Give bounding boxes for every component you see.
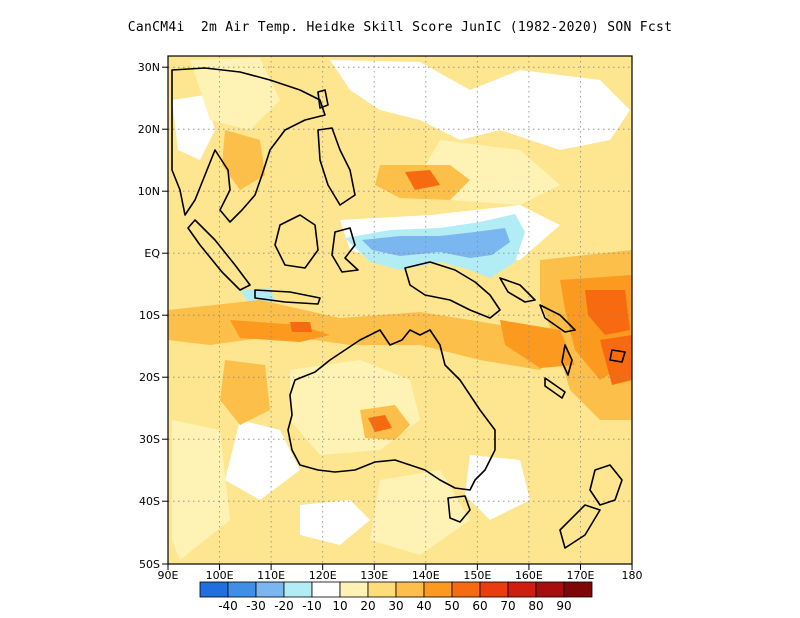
colorbar-label: 60 — [472, 599, 487, 613]
coast-taiwan — [317, 89, 329, 109]
coast-sulawesi — [331, 227, 359, 273]
colorbar-swatch — [507, 581, 537, 598]
colorbar-label: 30 — [388, 599, 403, 613]
colorbar-label: 50 — [444, 599, 459, 613]
colorbar-swatch — [563, 581, 593, 598]
colorbar-swatch — [395, 581, 425, 598]
coast-java — [254, 289, 321, 305]
colorbar-swatch — [311, 581, 341, 598]
coast-new-zealand-north — [589, 464, 623, 506]
coast-philippines — [317, 127, 356, 206]
lat-label: 30N — [138, 61, 160, 74]
red-north — [405, 170, 440, 190]
lat-label: 20N — [138, 123, 160, 136]
dark-orange-band — [230, 320, 330, 342]
red-band — [290, 322, 312, 332]
orange-band-south — [168, 300, 560, 370]
red-east-1 — [585, 290, 630, 335]
lon-label: 130E — [360, 569, 388, 582]
coast-tasmania — [447, 495, 471, 523]
colorbar-swatch — [255, 581, 285, 598]
colorbar-label: -20 — [274, 599, 294, 613]
lon-label: 180 — [622, 569, 643, 582]
blue-patch-west — [240, 288, 275, 305]
coast-vanuatu — [561, 344, 573, 376]
white-patch-se — [465, 455, 530, 520]
plot-frame — [167, 55, 633, 565]
lon-label: 160E — [515, 569, 543, 582]
coast-new-guinea — [404, 261, 501, 319]
pale-patch-5 — [370, 470, 470, 555]
lon-label: 170E — [567, 569, 595, 582]
colorbar-swatch — [283, 581, 313, 598]
colorbar-label: -30 — [246, 599, 266, 613]
dark-orange-se — [500, 320, 575, 368]
lon-label: 100E — [206, 569, 234, 582]
lat-label: 10S — [139, 309, 160, 322]
colorbar-label: 90 — [556, 599, 571, 613]
lon-label: 90E — [158, 569, 179, 582]
white-patch-west — [172, 95, 215, 160]
colorbar-label: 70 — [500, 599, 515, 613]
red-aus-centre — [368, 415, 392, 432]
lat-label: EQ — [144, 247, 160, 260]
colorbar-label: 10 — [332, 599, 347, 613]
lat-label: 20S — [139, 371, 160, 384]
colorbar-swatch — [227, 581, 257, 598]
latitude-axis: 30N 20N 10N EQ 10S 20S 30S 40S 50S — [138, 61, 168, 571]
colorbar-label: 40 — [416, 599, 431, 613]
colorbar-label: -40 — [218, 599, 238, 613]
colorbar-swatch — [199, 581, 229, 598]
white-patch-south — [300, 500, 370, 545]
coast-solomons — [539, 304, 576, 333]
white-patch-aus-sw — [225, 420, 300, 500]
colorbar: -40 -30 -20 -10 10 20 30 40 50 60 70 80 90 — [199, 581, 593, 613]
map-title: CanCM4i 2m Air Temp. Heidke Skill Score … — [127, 20, 673, 35]
longitude-axis: 90E 100E 110E 120E 130E 140E 150E 160E 170E 180 — [158, 564, 643, 582]
colorbar-swatch — [535, 581, 565, 598]
colorbar-swatch — [367, 581, 397, 598]
colorbar-swatch — [451, 581, 481, 598]
lon-label: 120E — [309, 569, 337, 582]
skill-field — [168, 56, 632, 564]
blue-region-light — [362, 228, 510, 258]
colorbar-label: 80 — [528, 599, 543, 613]
orange-west-ocean — [220, 360, 270, 425]
coast-australia — [287, 329, 496, 491]
colorbar-swatch — [479, 581, 509, 598]
lon-label: 140E — [412, 569, 440, 582]
coast-new-zealand-south — [559, 504, 601, 549]
lon-label: 150E — [463, 569, 491, 582]
lat-label: 40S — [139, 495, 160, 508]
coast-new-caledonia — [544, 377, 566, 399]
coast-fiji — [609, 349, 626, 363]
pale-patch-4 — [172, 420, 230, 560]
colorbar-swatch — [423, 581, 453, 598]
colorbar-label: 20 — [360, 599, 375, 613]
lon-label: 110E — [257, 569, 285, 582]
coast-mainland-asia — [171, 67, 326, 223]
coastlines — [171, 67, 626, 549]
coast-sumatra — [187, 219, 251, 291]
coast-borneo — [274, 214, 319, 269]
coast-png-islands — [499, 277, 536, 303]
white-patch-north — [330, 60, 630, 150]
colorbar-label: -10 — [302, 599, 322, 613]
orange-indochina — [222, 130, 265, 190]
colorbar-swatch — [339, 581, 369, 598]
lat-label: 10N — [138, 185, 160, 198]
lat-label: 30S — [139, 433, 160, 446]
red-east-2 — [600, 335, 632, 385]
lat-label: 50S — [139, 558, 160, 571]
